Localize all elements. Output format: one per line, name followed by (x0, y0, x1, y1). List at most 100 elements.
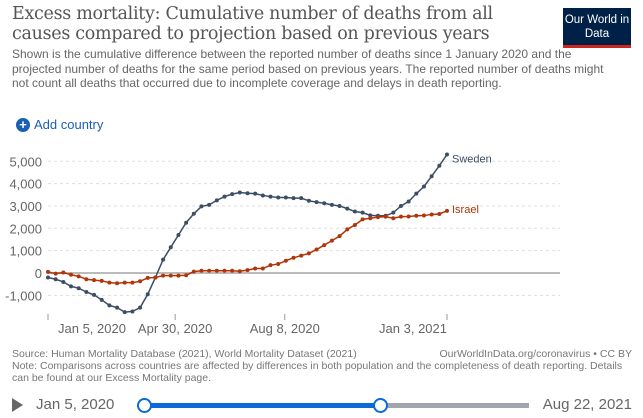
data-point (329, 238, 334, 243)
data-point (176, 273, 181, 278)
data-point (345, 206, 350, 211)
data-point (445, 208, 449, 213)
data-point (299, 196, 304, 201)
data-point (421, 213, 426, 218)
data-point (61, 270, 66, 275)
data-point (368, 216, 373, 221)
y-tick-label: 3,000 (9, 199, 42, 214)
line-chart: -1,000 0 1,000 2,000 3,000 4,000 5,000 Jan 5, 2… (5, 152, 560, 336)
data-point (99, 297, 104, 302)
data-point (306, 251, 311, 256)
timeline: Jan 5, 2020 Aug 22, 2021 (12, 394, 632, 416)
data-point (115, 281, 120, 286)
footer: Source: Human Mortality Database (2021),… (12, 348, 632, 384)
data-point (61, 279, 66, 284)
data-point (345, 227, 350, 232)
series-israel: Israel (46, 204, 479, 286)
data-point (115, 305, 120, 310)
data-point (391, 210, 396, 215)
data-point (138, 279, 143, 284)
x-tick-label: Aug 8, 2020 (250, 321, 320, 336)
data-point (92, 278, 97, 283)
data-point (214, 268, 219, 273)
data-point (99, 278, 104, 283)
data-point (299, 253, 304, 258)
x-tick-label: Jan 3, 2021 (379, 321, 447, 336)
y-tick-label: 1,000 (9, 244, 42, 259)
data-point (191, 211, 196, 216)
data-point (199, 204, 204, 209)
data-point (145, 292, 150, 297)
data-point (383, 214, 388, 219)
data-point (429, 174, 434, 179)
data-point (153, 275, 158, 280)
series-sweden: Sweden (46, 152, 492, 315)
data-point (184, 273, 189, 278)
data-point (191, 269, 196, 274)
y-tick-label: 5,000 (9, 154, 42, 169)
data-point (337, 234, 342, 239)
data-point (207, 202, 212, 207)
plus-icon: + (16, 117, 30, 132)
data-point (398, 214, 403, 219)
data-point (245, 191, 250, 196)
data-point (207, 268, 212, 273)
data-point (360, 217, 365, 222)
data-point (161, 257, 166, 262)
data-point (107, 303, 112, 308)
data-point (322, 243, 327, 248)
data-point (69, 272, 74, 277)
y-tick-label: 2,000 (9, 221, 42, 236)
data-point (145, 275, 150, 280)
data-point (276, 262, 281, 267)
data-point (421, 184, 426, 189)
url-link[interactable]: OurWorldInData.org/coronavirus • CC BY (439, 348, 632, 360)
data-point (375, 215, 380, 220)
data-point (245, 268, 250, 273)
data-point (414, 213, 419, 218)
data-point (184, 220, 189, 225)
add-country-button[interactable]: + Add country (16, 117, 103, 132)
owid-logo[interactable]: Our World in Data (563, 8, 631, 48)
data-point (314, 200, 319, 205)
data-point (230, 268, 235, 273)
data-point (414, 191, 419, 196)
data-point (276, 195, 281, 200)
timeline-start-handle[interactable] (137, 398, 152, 413)
data-point (222, 268, 227, 273)
series-line (47, 154, 448, 313)
data-point (291, 196, 296, 201)
data-point (176, 233, 181, 238)
data-point (53, 271, 58, 276)
data-point (92, 292, 97, 297)
data-point (237, 269, 242, 274)
play-icon[interactable] (12, 398, 23, 412)
data-point (283, 195, 288, 200)
data-point (46, 269, 50, 274)
timeline-track[interactable] (137, 398, 529, 413)
data-point (268, 263, 273, 268)
x-tick-label: Jan 5, 2020 (58, 321, 126, 336)
data-point (406, 214, 411, 219)
data-point (230, 192, 235, 197)
data-point (168, 245, 173, 250)
data-point (360, 210, 365, 215)
series-label: Israel (452, 204, 479, 216)
chart-subtitle: Shown is the cumulative difference betwe… (12, 47, 604, 90)
data-point (352, 209, 357, 214)
data-point (406, 199, 411, 204)
series-label: Sweden (452, 154, 492, 166)
data-point (306, 198, 311, 203)
data-point (260, 193, 265, 198)
note-text: Note: Comparisons across countries are a… (12, 360, 623, 384)
chart-title: Excess mortality: Cumulative number of d… (12, 4, 493, 44)
data-point (391, 216, 396, 221)
data-point (268, 194, 273, 199)
data-point (329, 202, 334, 207)
timeline-end-handle[interactable] (373, 398, 388, 413)
data-point (437, 211, 442, 216)
data-point (352, 222, 357, 227)
data-point (84, 289, 89, 294)
data-point (291, 255, 296, 260)
data-point (214, 198, 219, 203)
